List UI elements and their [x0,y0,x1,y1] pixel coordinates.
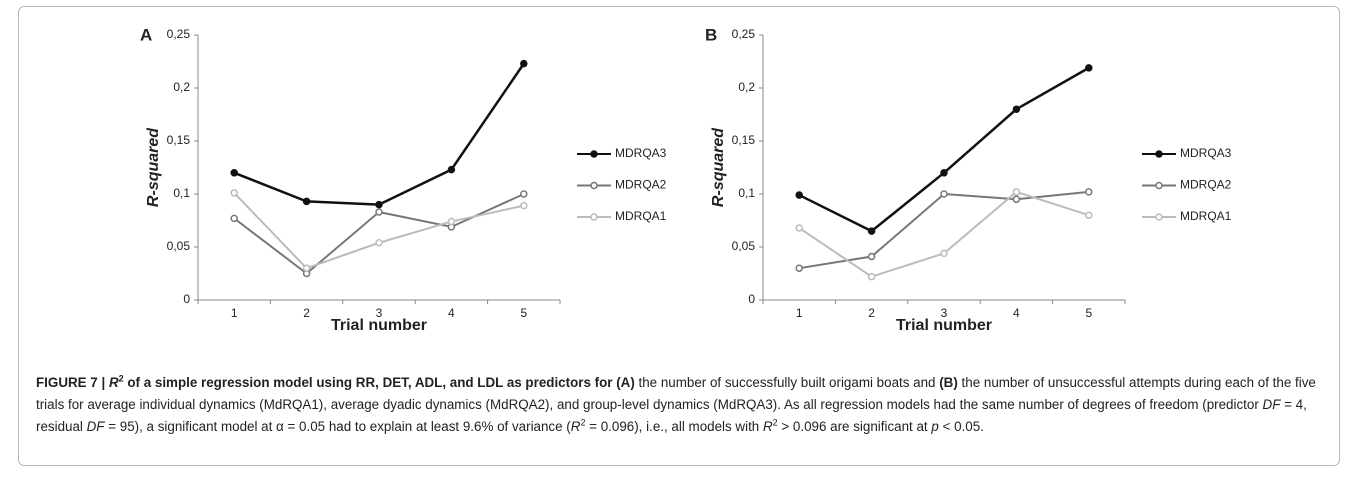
data-point [867,272,876,281]
caption-sup: 2 [580,417,586,428]
caption-text: = 95), a significant model at α = 0.05 h… [104,419,571,434]
figure-frame [18,6,1340,466]
panel-label: A [140,25,152,44]
data-point [375,200,383,209]
x-axis-label: Trial number [331,317,427,334]
data-point [230,189,238,197]
data-point [795,224,803,232]
x-tick-label: 4 [1013,306,1020,320]
x-tick-label: 5 [520,306,527,320]
data-point [520,201,528,210]
data-point [1085,211,1093,219]
legend-label: MDRQA1 [1180,209,1232,223]
y-tick-label: 0,2 [738,80,755,94]
legend-label: MDRQA3 [615,146,667,160]
caption-bold: of a simple regression model using RR, D… [123,375,635,390]
data-point [1012,188,1021,196]
data-point [230,169,238,177]
data-point [302,197,311,206]
data-point [940,190,948,198]
data-point [520,190,528,198]
y-tick-label: 0,05 [167,239,191,253]
caption-italic: p [931,419,939,434]
caption-bold: FIGURE 7 | [36,375,109,390]
y-tick-label: 0,2 [173,80,190,94]
data-point [447,217,456,226]
caption-italic: DF [1262,397,1281,412]
series-line [798,190,1090,278]
y-tick-label: 0,05 [732,239,756,253]
caption-italic: R [570,419,581,434]
data-point [1012,105,1021,113]
data-point [867,227,876,235]
legend-label: MDRQA3 [1180,146,1232,160]
legend-marker [590,150,598,158]
legend-label: MDRQA1 [615,209,667,223]
data-point [1085,64,1093,72]
legend-label: MDRQA2 [1180,178,1232,192]
x-tick-label: 5 [1085,306,1092,320]
data-point [795,264,803,272]
series-line [233,62,525,206]
x-tick-label: 1 [796,306,803,320]
data-point [867,252,876,261]
legend-marker [1155,181,1163,190]
caption-bold-italic: R [108,375,119,390]
x-tick-label: 2 [868,306,875,320]
caption-text: < 0.05. [938,419,984,434]
legend-marker [590,181,598,190]
legend-marker [1155,150,1163,158]
caption-sup: 2 [772,417,778,428]
series-line [798,66,1090,233]
panel-label: B [705,25,717,44]
caption-text: = 4, residual [36,397,1307,434]
data-point [1012,195,1021,204]
data-point [375,239,383,247]
figure-caption: FIGURE 7 | R2 of a simple regression mod… [36,372,1326,438]
y-tick-label: 0,15 [732,133,756,147]
caption-text: > 0.096 are significant at [777,419,932,434]
caption-text: the number of successfully built origami… [634,375,940,390]
data-point [230,214,238,223]
y-axis-label: R-squared [710,127,727,207]
legend-marker [1155,213,1163,221]
data-point [1085,188,1093,196]
caption-text: the number of unsuccessful attempts duri… [36,375,1316,412]
legend-label: MDRQA2 [615,178,667,192]
y-tick-label: 0 [183,292,190,306]
x-axis-label: Trial number [896,317,992,334]
y-tick-label: 0,15 [167,133,191,147]
x-tick-label: 1 [231,306,238,320]
y-axis-label: R-squared [145,127,162,207]
caption-italic: R [762,419,773,434]
data-point [940,169,948,177]
y-tick-label: 0,25 [732,27,756,41]
caption-bold: (B) [939,375,958,390]
x-tick-label: 4 [448,306,455,320]
caption-italic: DF [86,419,105,434]
y-tick-label: 0,1 [173,186,190,200]
data-point [520,59,528,68]
legend-marker [590,213,598,221]
data-point [375,208,383,216]
data-point [940,249,948,258]
x-tick-label: 3 [941,306,948,320]
y-tick-label: 0,25 [167,27,191,41]
data-point [795,191,803,199]
x-tick-label: 2 [303,306,310,320]
caption-text: = 0.096), i.e., all models with [585,419,763,434]
x-tick-label: 3 [376,306,383,320]
y-tick-label: 0 [748,292,755,306]
data-point [302,264,311,272]
caption-sup: 2 [118,373,124,384]
data-point [447,165,456,174]
y-tick-label: 0,1 [738,186,755,200]
